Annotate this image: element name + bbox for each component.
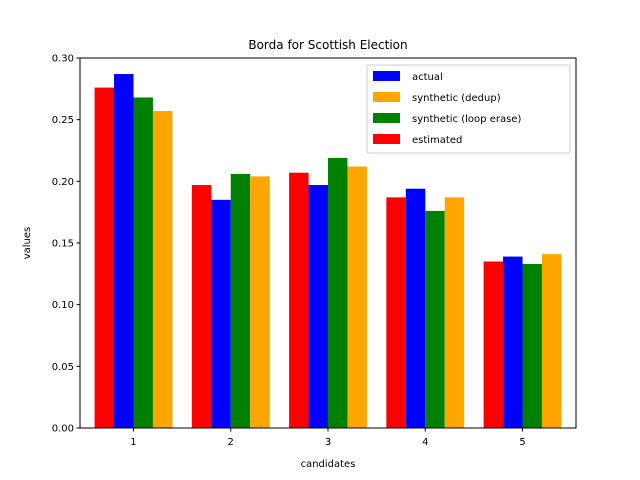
y-tick-label: 0.15 xyxy=(52,239,74,250)
y-tick-label: 0.10 xyxy=(52,300,74,311)
legend-box xyxy=(366,64,571,154)
bar-synthetic-loop-erase--2 xyxy=(230,173,251,428)
bar-actual-4 xyxy=(405,188,426,428)
bar-actual-1 xyxy=(114,74,134,429)
bar-synthetic-dedup--2 xyxy=(250,176,270,428)
bar-actual-3 xyxy=(308,185,328,428)
bar-synthetic-dedup--5 xyxy=(541,254,562,428)
x-tick-label: 5 xyxy=(519,437,525,448)
bar-synthetic-loop-erase--3 xyxy=(328,157,348,428)
y-tick-label: 0.00 xyxy=(52,424,74,435)
x-tick-label: 4 xyxy=(422,437,428,448)
legend-label: synthetic (loop erase) xyxy=(412,114,521,125)
bar-estimated-4 xyxy=(386,197,406,428)
legend-label: estimated xyxy=(412,135,462,146)
legend: actual synthetic (dedup) synthetic (loop e… xyxy=(366,64,571,154)
bar-estimated-3 xyxy=(289,172,309,428)
bar-estimated-2 xyxy=(191,185,212,428)
legend-label: synthetic (dedup) xyxy=(412,93,501,104)
y-tick-label: 0.05 xyxy=(52,362,74,373)
x-axis-label: candidates xyxy=(301,459,356,470)
bar-synthetic-dedup--1 xyxy=(152,111,173,429)
legend-swatch xyxy=(373,113,400,123)
x-tick-label: 2 xyxy=(228,437,234,448)
x-tick-label: 3 xyxy=(325,437,331,448)
bar-synthetic-loop-erase--4 xyxy=(425,210,445,428)
bars-group xyxy=(94,74,562,429)
legend-swatch xyxy=(373,71,400,81)
y-axis: 0.00 0.05 0.10 0.15 0.20 0.25 0.30 xyxy=(52,54,80,435)
bar-synthetic-dedup--3 xyxy=(347,166,367,429)
legend-swatch xyxy=(373,134,400,144)
x-axis: 1 2 3 4 5 xyxy=(130,428,526,448)
bar-synthetic-dedup--4 xyxy=(444,197,465,428)
chart-title: Borda for Scottish Election xyxy=(248,38,407,52)
bar-estimated-5 xyxy=(483,261,504,428)
bar-actual-5 xyxy=(503,256,523,428)
y-tick-label: 0.20 xyxy=(52,177,74,188)
bar-synthetic-loop-erase--5 xyxy=(522,263,542,428)
bar-actual-2 xyxy=(211,199,231,428)
legend-swatch xyxy=(373,92,400,102)
bar-estimated-1 xyxy=(94,87,115,428)
y-axis-label: values xyxy=(22,227,33,260)
y-tick-label: 0.25 xyxy=(52,115,74,126)
bar-synthetic-loop-erase--1 xyxy=(133,97,153,428)
legend-label: actual xyxy=(412,72,443,83)
y-tick-label: 0.30 xyxy=(52,54,74,65)
x-tick-label: 1 xyxy=(130,437,136,448)
